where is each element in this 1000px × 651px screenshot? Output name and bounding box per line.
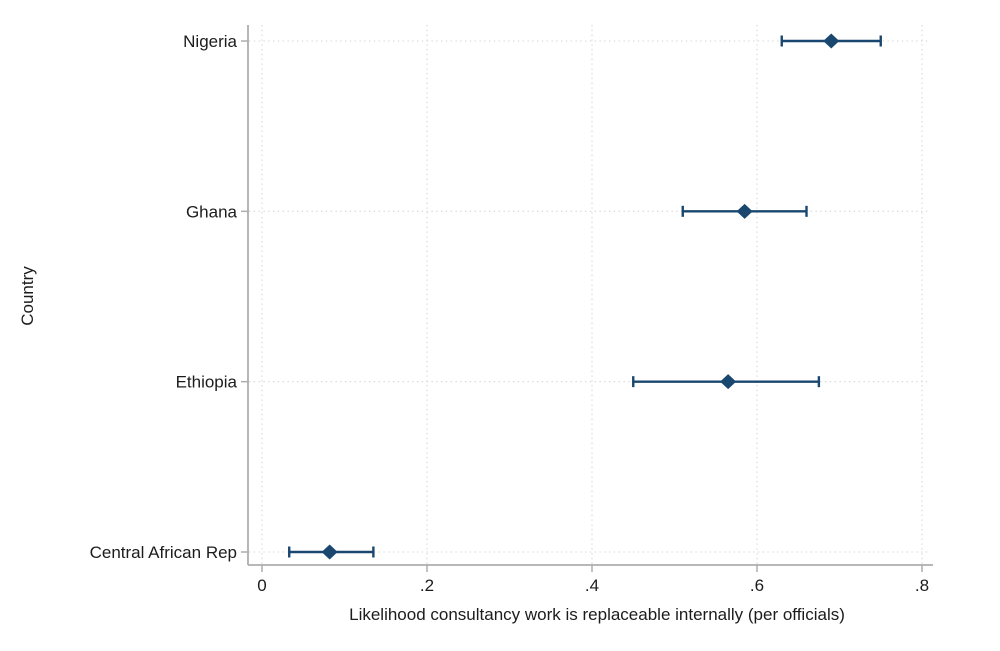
x-tick-label: .4 xyxy=(585,576,599,595)
marker-diamond xyxy=(720,374,737,390)
x-tick-label: .2 xyxy=(420,576,434,595)
category-label: Ethiopia xyxy=(176,373,238,392)
x-tick-label: .8 xyxy=(915,576,929,595)
x-tick-label: .6 xyxy=(750,576,764,595)
x-tick-label: 0 xyxy=(257,576,266,595)
marker-diamond xyxy=(321,544,338,560)
marker-diamond xyxy=(736,203,753,219)
x-axis-title: Likelihood consultancy work is replaceab… xyxy=(349,605,845,624)
category-label: Central African Rep xyxy=(90,543,237,562)
marker-diamond xyxy=(823,33,840,49)
category-label: Ghana xyxy=(186,202,238,221)
category-label: Nigeria xyxy=(183,32,237,51)
y-axis-title: Country xyxy=(18,266,37,326)
